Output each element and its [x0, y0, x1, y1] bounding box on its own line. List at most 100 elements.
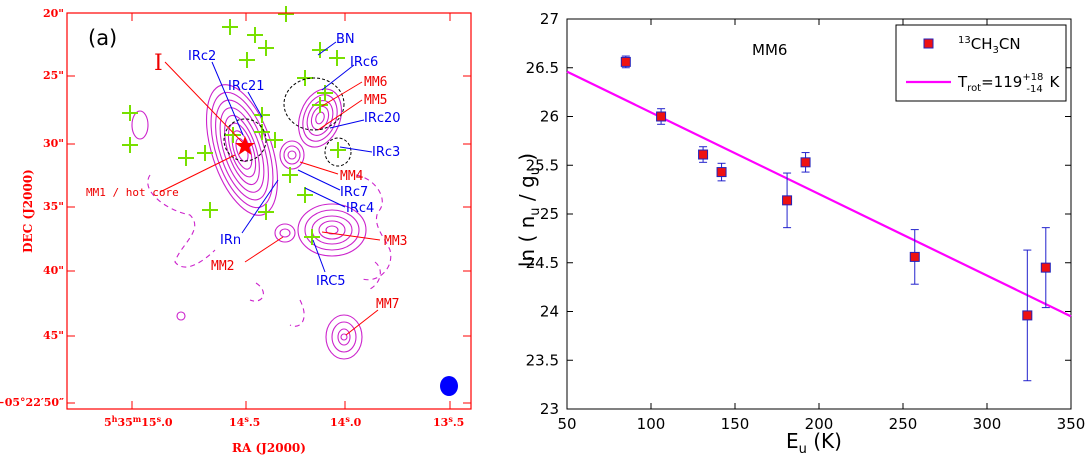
data-point: [698, 146, 709, 163]
cross-marker: [258, 204, 274, 220]
leader-irn: [241, 179, 279, 234]
cross-marker: [197, 145, 213, 161]
map-ytick-45: 45": [43, 329, 64, 342]
contour-mm5-4: [315, 111, 325, 125]
ytick-label: 27: [540, 10, 559, 28]
beam-ellipse: [440, 376, 458, 396]
xtick-label: 200: [805, 415, 834, 433]
contour-hotcore-3: [219, 107, 265, 193]
contour-mm5-2: [306, 100, 334, 136]
cross-marker: [267, 132, 283, 148]
data-point: [909, 229, 920, 285]
label-leaders: [159, 41, 381, 336]
rotation-diagram-panel: 50 100 150 200 250 300 350 23 23.5 24 24.5 25 25.5 26…: [515, 10, 1085, 457]
cross-marker: [247, 27, 263, 43]
label-mm4: MM4: [340, 169, 364, 184]
panel-label-a: (a): [88, 26, 117, 50]
contour-mm4-2: [287, 150, 297, 160]
cross-marker: [282, 167, 298, 183]
plot-tick-labels: 50 100 150 200 250 300 350 23 23.5 24 24.5 25 25.5 26…: [526, 10, 1086, 433]
label-mm7: MM7: [376, 297, 399, 312]
leader-irc5: [312, 239, 326, 273]
contour-dashed-1: [355, 174, 392, 281]
label-bn: BN: [336, 32, 355, 47]
contour-dashed-2: [367, 261, 381, 291]
map-ytick-50: −05°22′50″: [0, 396, 64, 409]
contour-west: [131, 110, 149, 140]
ytick-label: 25: [540, 205, 559, 223]
contour-hotcore-1: [210, 91, 274, 209]
contour-mm3-0: [297, 203, 367, 257]
leader-irc2: [211, 61, 244, 136]
contour-mm5-3: [310, 105, 330, 131]
contour-mm2-1: [279, 228, 291, 238]
leader-irc6: [321, 64, 355, 91]
hot-core-star: [235, 136, 255, 155]
label-I: I: [154, 51, 163, 76]
point-marker: [782, 195, 793, 206]
data-point: [716, 162, 727, 182]
contour-mm7-2: [337, 328, 351, 346]
cross-marker: [225, 127, 241, 143]
cross-marker: [297, 70, 313, 86]
contour-map-panel: (a) I MM1 / hot core MM2 MM3 MM4 MM5 MM6…: [0, 6, 472, 455]
ytick-label: 26.5: [526, 59, 559, 77]
map-xlabel: RA (J2000): [232, 441, 306, 455]
contour-mm4-0: [279, 140, 305, 170]
xtick-label: 250: [889, 415, 918, 433]
map-ytick-35: 35": [43, 200, 64, 213]
map-xtick-14.5: 14s.5: [229, 414, 260, 429]
data-point: [782, 172, 793, 229]
point-marker: [656, 111, 667, 122]
data-point: [1040, 227, 1051, 309]
cross-marker: [202, 202, 218, 218]
contour-dashed-3: [289, 299, 305, 327]
ytick-label: 24.5: [526, 254, 559, 272]
label-irc4: IRc4: [346, 201, 374, 216]
legend-box: [895, 24, 1067, 102]
contour-mm7-1: [331, 321, 357, 353]
contour-mm7-3: [340, 333, 348, 341]
contour-mm4-1: [283, 145, 301, 165]
cross-marker: [254, 107, 270, 123]
label-irc5: IRC5: [316, 274, 346, 289]
map-ytick-20: 20": [43, 7, 64, 20]
map-xtick-13.5: 13s.5: [433, 414, 464, 429]
point-marker: [800, 157, 811, 168]
xtick-label: 100: [637, 415, 666, 433]
leader-mm3: [321, 231, 381, 241]
contour-mm5-1: [302, 94, 338, 142]
contour-dashed-4: [249, 282, 264, 302]
point-marker: [1022, 310, 1033, 321]
contour-mm5-0: [298, 88, 342, 148]
point-marker: [698, 149, 709, 160]
xtick-label: 350: [1057, 415, 1086, 433]
point-marker: [909, 251, 920, 262]
ytick-label: 23.5: [526, 351, 559, 369]
fit-line: [566, 70, 1072, 318]
label-irc20: IRc20: [364, 111, 401, 126]
leader-bn: [317, 41, 337, 56]
contour-hotcore-5: [227, 122, 257, 178]
cross-marker: [239, 52, 255, 68]
cross-marker: [254, 124, 270, 140]
legend-entry-13ch3cn: 13CH3CN: [958, 35, 1021, 56]
xtick-label: 150: [721, 415, 750, 433]
ytick-label: 23: [540, 400, 559, 418]
label-mm6: MM6: [364, 75, 387, 90]
leader-mm7: [345, 309, 379, 336]
cross-marker: [329, 50, 345, 66]
plot-xlabel: Eu (K): [786, 429, 842, 457]
dashed-circle-hotcore: [223, 118, 267, 162]
map-frame: [66, 12, 472, 410]
dashed-circle-mm6: [283, 77, 345, 131]
map-ticks: [67, 12, 471, 409]
data-points: [620, 55, 1051, 382]
data-point: [620, 55, 631, 69]
contour-hotcore-4: [224, 114, 260, 186]
ytick-label: 24: [540, 303, 559, 321]
data-point: [800, 152, 811, 173]
ytick-label: 25.5: [526, 156, 559, 174]
label-mm2: MM2: [211, 259, 234, 274]
